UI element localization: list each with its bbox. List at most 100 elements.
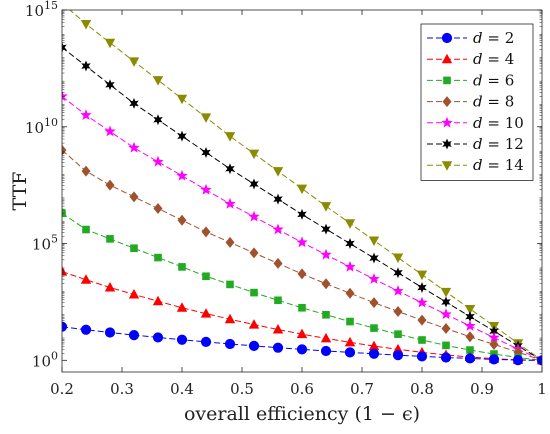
data-point [345, 238, 355, 250]
series-d14 [69, 10, 542, 366]
x-tick-label: 0.3 [110, 380, 134, 398]
legend-marker [441, 53, 453, 64]
x-tick-label: 0.9 [470, 380, 494, 398]
data-point [152, 155, 164, 167]
data-point [248, 210, 260, 222]
x-tick-label: 0.6 [290, 380, 314, 398]
data-point [272, 323, 284, 334]
data-point [296, 344, 308, 355]
y-tick-label: 1010 [25, 116, 58, 137]
data-point [274, 296, 282, 305]
y-tick-label: 1015 [25, 0, 58, 20]
data-point [129, 97, 139, 109]
legend-entry: d = 6 [427, 71, 514, 89]
data-point [224, 197, 236, 209]
data-point [464, 304, 476, 315]
data-point [106, 235, 114, 243]
series-line [69, 10, 542, 361]
series-line [62, 326, 542, 361]
data-point [249, 178, 259, 190]
axes-layer: 0.2 0.3 0.4 0.5 0.6 0.7 0.8 0.9 1 100 105 1010 1015 o… [9, 0, 547, 425]
x-tick-label: 0.7 [350, 380, 374, 398]
data-point [392, 253, 404, 264]
legend-marker [441, 161, 453, 171]
legend: d = 2 d = 4 d = 6 d = 8 d = 10 d = 12 d = 14 [420, 23, 534, 181]
data-point [250, 288, 258, 297]
data-point [321, 278, 331, 290]
x-tick-label: 0.4 [170, 380, 194, 398]
data-point [440, 287, 452, 298]
data-point [465, 311, 475, 323]
data-point [394, 330, 402, 338]
data-point [249, 247, 259, 259]
legend-label: d = 10 [473, 114, 524, 132]
data-point [224, 313, 236, 324]
data-point [297, 208, 307, 220]
data-point [465, 331, 475, 343]
legend-entry: d = 8 [427, 93, 514, 111]
data-point [416, 270, 428, 281]
data-point [248, 149, 260, 160]
series-d12 [62, 41, 542, 366]
data-point [416, 296, 428, 308]
data-point [176, 94, 188, 105]
data-point [153, 114, 163, 126]
legend-marker [442, 138, 452, 150]
legend-marker [441, 116, 453, 128]
data-point [442, 341, 450, 350]
legend-label: d = 12 [473, 135, 524, 153]
data-point [440, 352, 452, 363]
series-line [62, 212, 542, 361]
data-point [368, 348, 380, 359]
data-point [346, 317, 354, 326]
data-point [441, 296, 451, 308]
data-point [152, 295, 164, 306]
data-point [489, 325, 499, 337]
data-point [225, 163, 235, 175]
data-point [80, 274, 92, 284]
y-tick-label: 100 [32, 349, 58, 370]
data-point [200, 113, 212, 123]
data-point [176, 169, 188, 181]
data-point [370, 324, 378, 332]
data-point [298, 303, 306, 312]
x-tick-label: 0.2 [50, 380, 74, 398]
data-point [130, 244, 138, 253]
data-point [273, 257, 283, 269]
data-point [464, 353, 476, 364]
data-point [418, 336, 426, 344]
data-point [104, 125, 116, 137]
data-point [80, 109, 92, 120]
data-point [296, 328, 308, 339]
legend-marker [442, 96, 452, 108]
data-point [81, 165, 91, 177]
data-point [416, 351, 428, 362]
data-point [368, 236, 380, 247]
data-point [320, 248, 332, 260]
data-point [177, 130, 187, 142]
data-point [512, 354, 524, 366]
data-point [104, 281, 116, 292]
data-point [393, 306, 403, 318]
data-point [177, 214, 187, 226]
series-layer [62, 10, 542, 366]
data-point [417, 314, 427, 326]
data-point [368, 340, 380, 351]
data-point [104, 38, 116, 49]
data-point [62, 144, 67, 156]
legend-entry: d = 2 [427, 29, 514, 47]
data-point [320, 345, 332, 357]
data-point [80, 324, 92, 335]
data-point [153, 203, 163, 215]
data-point [128, 288, 140, 299]
legend-box [420, 23, 534, 181]
data-point [81, 60, 91, 72]
x-axis-label: overall efficiency (1 − ϵ) [184, 403, 420, 425]
legend-marker [443, 76, 451, 85]
data-point [441, 323, 451, 335]
legend-entry: d = 14 [427, 156, 524, 174]
data-point [296, 236, 308, 248]
data-point [62, 41, 67, 53]
data-point [440, 308, 452, 320]
